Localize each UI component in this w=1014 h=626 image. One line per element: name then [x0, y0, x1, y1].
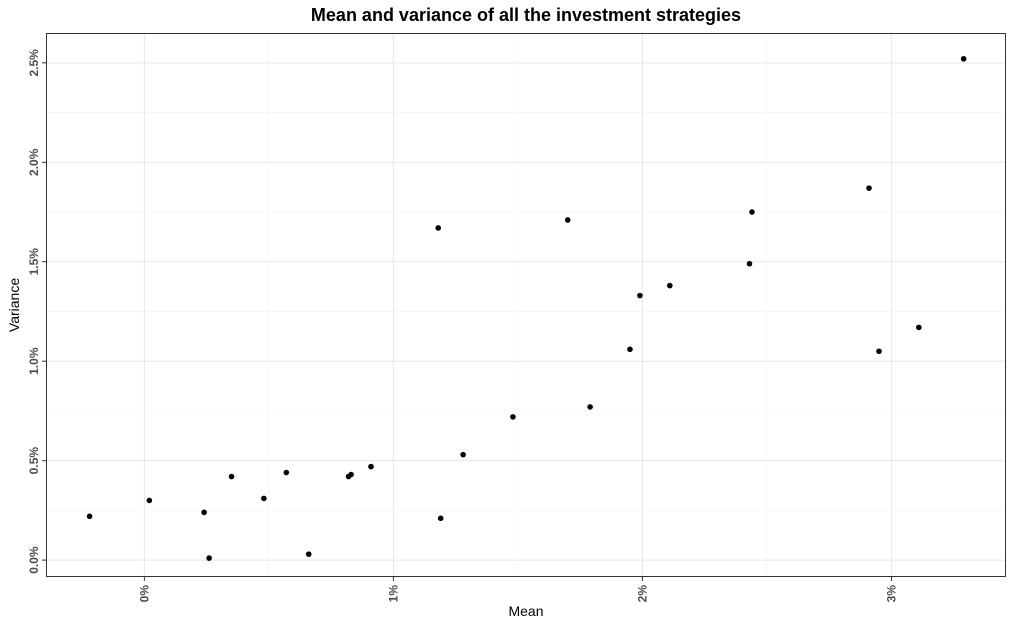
axis-ticks	[42, 62, 892, 581]
data-point	[437, 515, 444, 522]
data-point	[637, 292, 643, 299]
data-point	[746, 260, 753, 267]
data-point	[916, 324, 922, 331]
x-axis-title: Mean	[508, 603, 543, 619]
data-point	[510, 414, 516, 420]
chart-title: Mean and variance of all the investment …	[310, 5, 742, 25]
minor-gridlines	[46, 33, 1006, 577]
data-point	[368, 463, 374, 470]
data-point	[627, 346, 633, 353]
y-tick-label: 2.0%	[27, 148, 41, 176]
x-axis-tick-labels: 0% 1% 2% 3%	[137, 585, 898, 603]
data-point	[749, 209, 755, 215]
data-point	[201, 509, 207, 516]
data-point	[866, 185, 872, 191]
y-axis-tick-labels: 0.0% 0.5% 1.0% 1.5% 2.0% 2.5%	[27, 49, 41, 574]
major-gridlines	[46, 33, 1006, 577]
data-point	[228, 473, 235, 480]
y-tick-label: 1.5%	[27, 248, 41, 276]
x-tick-label: 3%	[884, 585, 898, 603]
data-point	[305, 551, 312, 557]
x-tick-label: 1%	[386, 585, 400, 603]
y-axis-title: Variance	[6, 278, 22, 332]
data-point	[261, 495, 267, 502]
data-point	[564, 217, 571, 223]
plot-panel-border	[46, 33, 1006, 577]
y-tick-label: 2.5%	[27, 49, 41, 77]
data-point	[460, 451, 466, 458]
data-point	[348, 471, 354, 478]
data-point	[960, 56, 967, 62]
data-point	[86, 513, 93, 520]
y-tick-label: 1.0%	[27, 347, 41, 375]
x-tick-label: 2%	[635, 585, 649, 603]
x-tick-label: 0%	[137, 585, 151, 603]
data-point	[435, 225, 442, 231]
data-point	[587, 404, 593, 410]
data-point	[283, 469, 290, 476]
data-point	[206, 555, 212, 561]
y-tick-label: 0.5%	[27, 447, 41, 475]
data-points	[86, 56, 967, 561]
data-point	[876, 348, 882, 355]
y-tick-label: 0.0%	[27, 546, 41, 574]
data-point	[146, 497, 153, 504]
data-point	[667, 282, 673, 289]
